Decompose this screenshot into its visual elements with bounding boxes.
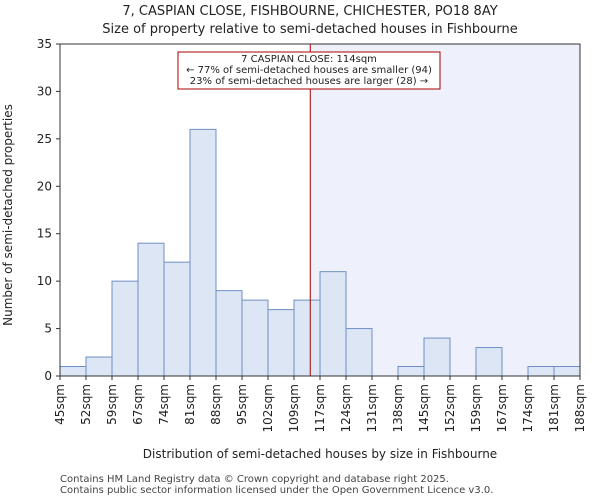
x-tick-label: 88sqm	[209, 384, 223, 425]
bar	[527, 366, 555, 377]
chart-subtitle: Size of property relative to semi-detach…	[102, 22, 517, 37]
y-tick-label: 0	[44, 369, 52, 383]
x-axis-label: Distribution of semi-detached houses by …	[143, 447, 497, 461]
x-tick-label: 131sqm	[365, 384, 379, 432]
bar	[111, 280, 139, 377]
x-tick-label: 152sqm	[443, 384, 457, 432]
annotation-line-1: 7 CASPIAN CLOSE: 114sqm	[241, 54, 377, 65]
bar	[475, 347, 503, 377]
x-tick-label: 102sqm	[261, 384, 275, 432]
bar	[137, 242, 165, 377]
bar	[267, 309, 295, 377]
y-tick-label: 20	[37, 179, 52, 193]
y-tick-label: 15	[37, 227, 52, 241]
x-tick-label: 81sqm	[183, 384, 197, 425]
bar	[85, 356, 113, 377]
marker-annotation: 7 CASPIAN CLOSE: 114sqm ← 77% of semi-de…	[177, 51, 441, 90]
annotation-box	[177, 51, 441, 90]
y-tick-label: 30	[37, 84, 52, 98]
x-tick-label: 59sqm	[105, 384, 119, 425]
footer-line-1: Contains HM Land Registry data © Crown c…	[60, 474, 449, 485]
x-tick-label: 181sqm	[547, 384, 561, 432]
x-tick-label: 159sqm	[469, 384, 483, 432]
x-tick-label: 117sqm	[313, 384, 327, 432]
bar	[163, 261, 191, 377]
x-axis: 45sqm 52sqm 59sqm 67sqm 74sqm 81sqm 88sqm 95sqm…	[53, 376, 587, 432]
bar	[397, 366, 425, 377]
y-tick-label: 5	[44, 322, 52, 336]
x-tick-label: 109sqm	[287, 384, 301, 432]
bar	[293, 299, 321, 377]
x-tick-label: 67sqm	[131, 384, 145, 425]
y-tick-label: 10	[37, 274, 52, 288]
x-tick-label: 138sqm	[391, 384, 405, 432]
x-tick-label: 167sqm	[495, 384, 509, 432]
bar	[423, 337, 451, 377]
x-tick-label: 124sqm	[339, 384, 353, 432]
y-axis-label: Number of semi-detached properties	[1, 104, 15, 326]
annotation-line-3: 23% of semi-detached houses are larger (…	[190, 76, 428, 87]
bar	[215, 290, 243, 377]
footer-line-2: Contains public sector information licen…	[60, 485, 494, 496]
x-tick-label: 188sqm	[573, 384, 587, 432]
x-tick-label: 45sqm	[53, 384, 67, 425]
bar	[319, 271, 347, 377]
bar	[553, 366, 581, 377]
x-tick-label: 174sqm	[521, 384, 535, 432]
x-tick-label: 74sqm	[157, 384, 171, 425]
bar	[59, 366, 87, 377]
chart-title: 7, CASPIAN CLOSE, FISHBOURNE, CHICHESTER…	[122, 4, 497, 19]
y-tick-label: 35	[37, 37, 52, 51]
bar	[241, 299, 269, 377]
larger-region-shade	[310, 44, 580, 376]
y-axis: 0 5 10 15 20 25 30 35	[37, 37, 60, 383]
x-tick-label: 145sqm	[417, 384, 431, 432]
annotation-line-2: ← 77% of semi-detached houses are smalle…	[186, 65, 432, 76]
x-tick-label: 95sqm	[235, 384, 249, 425]
y-tick-label: 25	[37, 132, 52, 146]
bar	[345, 328, 373, 377]
x-tick-label: 52sqm	[79, 384, 93, 425]
bars	[59, 128, 581, 377]
bar	[189, 128, 217, 377]
